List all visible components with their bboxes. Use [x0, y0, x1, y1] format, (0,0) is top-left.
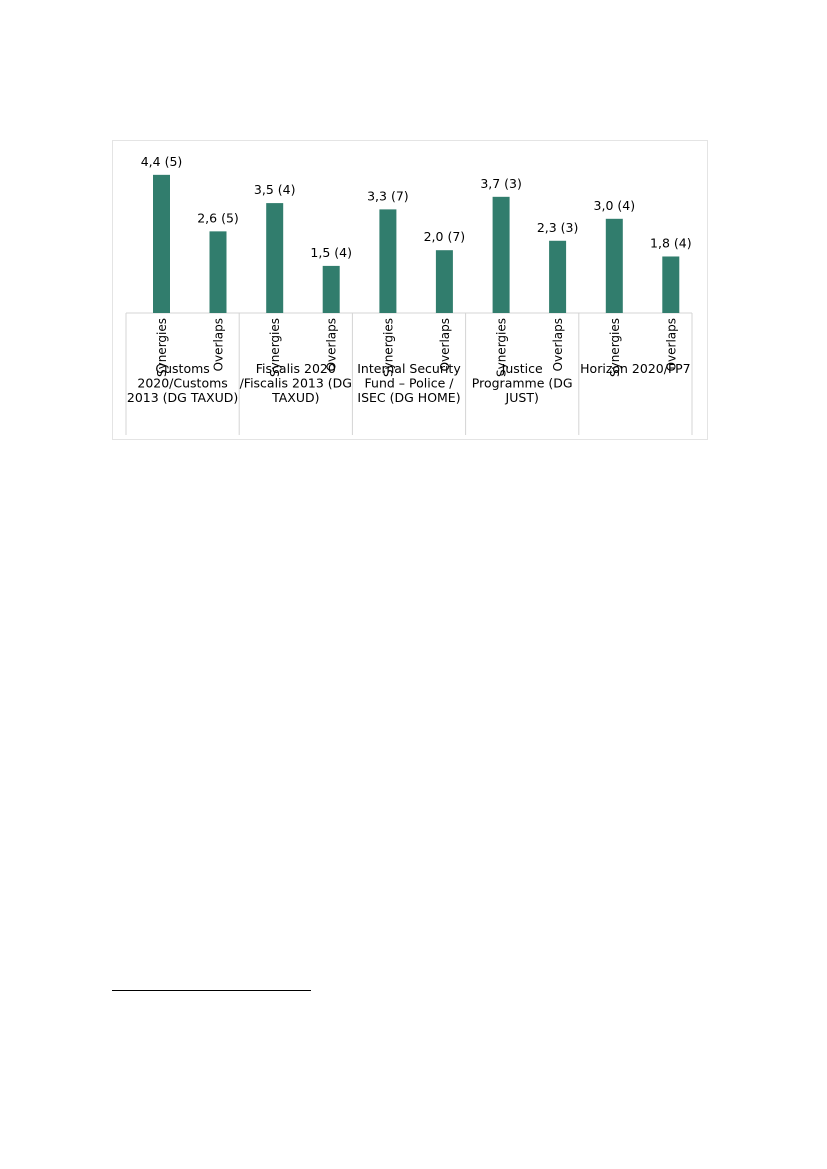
- bar-synergies-fiscalis-2020-fiscalis-2: [266, 203, 284, 313]
- tick-label-overlaps: Overlaps: [551, 318, 565, 371]
- group-label: Fiscalis 2020/Fiscalis 2013 (DG TAXUD): [240, 361, 352, 405]
- tick-label-synergies: Synergies: [155, 318, 169, 377]
- tick-label-synergies: Synergies: [608, 318, 622, 377]
- bar-overlaps-justice-programme-dg-jus: [549, 240, 567, 313]
- data-label: 2,0 (7): [424, 229, 466, 244]
- data-label: 3,7 (3): [480, 176, 522, 191]
- bar-synergies-customs-2020-customs-201: [153, 174, 170, 313]
- tick-label-synergies: Synergies: [495, 318, 509, 377]
- data-label: 1,8 (4): [650, 235, 692, 250]
- bar-overlaps-customs-2020-customs-201: [209, 231, 227, 313]
- data-label: 1,5 (4): [310, 245, 352, 260]
- data-label: 3,5 (4): [254, 182, 296, 197]
- data-label: 3,0 (4): [594, 198, 636, 213]
- bar-synergies-justice-programme-dg-jus: [492, 196, 510, 313]
- footnote-separator: [112, 990, 311, 991]
- group-label: Justice Programme (DG JUST): [472, 361, 573, 405]
- group-label: Horizon 2020/FP7: [580, 361, 690, 376]
- bar-overlaps-fiscalis-2020-fiscalis-2: [322, 265, 340, 313]
- data-label: 3,3 (7): [367, 188, 409, 203]
- tick-label-overlaps: Overlaps: [438, 318, 452, 371]
- tick-label-overlaps: Overlaps: [664, 318, 678, 371]
- bar-synergies-horizon-2020-fp7: [605, 218, 623, 313]
- tick-label-overlaps: Overlaps: [212, 318, 226, 371]
- data-label: 2,3 (3): [537, 220, 579, 235]
- tick-label-overlaps: Overlaps: [325, 318, 339, 371]
- bar-overlaps-horizon-2020-fp7: [662, 256, 680, 313]
- tick-label-synergies: Synergies: [381, 318, 395, 377]
- group-label: Customs 2020/Customs 2013 (DG TAXUD): [127, 361, 238, 405]
- chart-frame: 4,4 (5) Synergies 2,6 (5) Overlaps Customs 20…: [112, 140, 708, 440]
- group-label: Internal Security Fund – Police / ISEC (DG…: [357, 361, 461, 405]
- data-label: 4,4 (5): [141, 154, 183, 169]
- tick-label-synergies: Synergies: [268, 318, 282, 377]
- bar-synergies-internal-security-fund-p: [379, 209, 397, 313]
- bar-overlaps-internal-security-fund-p: [435, 250, 453, 313]
- data-label: 2,6 (5): [197, 210, 239, 225]
